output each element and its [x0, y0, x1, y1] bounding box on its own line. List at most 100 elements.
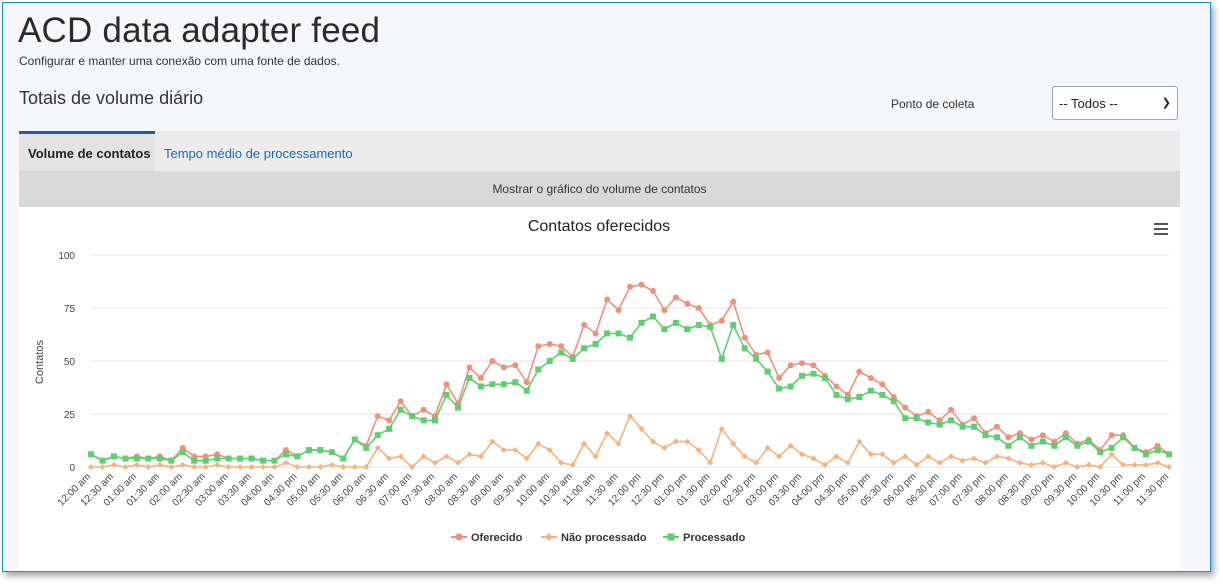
- hamburger-menu-icon[interactable]: [1154, 223, 1168, 235]
- data-point[interactable]: [649, 438, 656, 445]
- data-point[interactable]: [936, 459, 943, 466]
- data-point[interactable]: [844, 396, 851, 403]
- data-point[interactable]: [558, 459, 565, 466]
- data-point[interactable]: [1005, 442, 1012, 449]
- data-point[interactable]: [707, 459, 714, 466]
- data-point[interactable]: [317, 464, 324, 470]
- data-point[interactable]: [122, 455, 129, 462]
- data-point[interactable]: [432, 417, 439, 424]
- data-point[interactable]: [512, 362, 519, 369]
- data-point[interactable]: [523, 387, 530, 394]
- data-point[interactable]: [271, 457, 278, 464]
- data-point[interactable]: [535, 440, 542, 447]
- data-point[interactable]: [260, 464, 267, 470]
- data-point[interactable]: [867, 387, 874, 394]
- data-point[interactable]: [225, 464, 232, 470]
- data-point[interactable]: [776, 385, 783, 392]
- data-point[interactable]: [581, 321, 588, 328]
- data-point[interactable]: [925, 408, 932, 415]
- data-point[interactable]: [569, 355, 576, 362]
- data-point[interactable]: [1074, 464, 1081, 470]
- data-point[interactable]: [88, 451, 94, 458]
- data-point[interactable]: [443, 453, 450, 460]
- data-point[interactable]: [546, 341, 553, 348]
- data-point[interactable]: [615, 330, 622, 337]
- data-point[interactable]: [466, 374, 473, 381]
- data-point[interactable]: [581, 345, 588, 352]
- data-point[interactable]: [890, 459, 897, 466]
- data-point[interactable]: [535, 343, 542, 350]
- data-point[interactable]: [925, 453, 932, 460]
- data-point[interactable]: [248, 464, 255, 470]
- data-point[interactable]: [776, 453, 783, 460]
- data-point[interactable]: [833, 391, 840, 398]
- data-point[interactable]: [466, 451, 473, 458]
- data-point[interactable]: [879, 451, 886, 458]
- legend-item[interactable]: Oferecido: [451, 532, 523, 544]
- data-point[interactable]: [340, 464, 347, 470]
- data-point[interactable]: [420, 406, 427, 413]
- data-point[interactable]: [1016, 459, 1023, 466]
- data-point[interactable]: [718, 355, 725, 362]
- data-point[interactable]: [993, 453, 1000, 460]
- data-point[interactable]: [661, 307, 668, 314]
- data-point[interactable]: [638, 281, 645, 288]
- data-point[interactable]: [856, 438, 863, 445]
- data-point[interactable]: [546, 447, 553, 454]
- data-point[interactable]: [867, 451, 874, 458]
- data-point[interactable]: [397, 453, 404, 460]
- data-point[interactable]: [787, 383, 794, 390]
- data-point[interactable]: [856, 394, 863, 401]
- data-point[interactable]: [604, 330, 611, 337]
- data-point[interactable]: [810, 362, 817, 369]
- data-point[interactable]: [695, 305, 702, 311]
- data-point[interactable]: [661, 444, 668, 451]
- tab-volume-contatos[interactable]: Volume de contatos: [19, 131, 155, 171]
- data-point[interactable]: [432, 459, 439, 466]
- data-point[interactable]: [799, 360, 806, 367]
- data-point[interactable]: [627, 334, 633, 341]
- data-point[interactable]: [1028, 436, 1035, 443]
- data-point[interactable]: [351, 436, 358, 443]
- data-point[interactable]: [214, 455, 221, 462]
- data-point[interactable]: [271, 464, 278, 470]
- data-point[interactable]: [489, 381, 496, 388]
- data-point[interactable]: [638, 425, 645, 432]
- data-point[interactable]: [707, 324, 714, 331]
- data-point[interactable]: [649, 288, 656, 295]
- data-point[interactable]: [925, 419, 932, 426]
- data-point[interactable]: [546, 358, 553, 364]
- data-point[interactable]: [672, 294, 679, 301]
- data-point[interactable]: [1143, 451, 1150, 458]
- data-point[interactable]: [1097, 449, 1104, 456]
- data-point[interactable]: [1085, 438, 1092, 445]
- data-point[interactable]: [397, 398, 404, 405]
- data-point[interactable]: [477, 374, 484, 381]
- data-point[interactable]: [948, 417, 955, 424]
- data-point[interactable]: [179, 461, 186, 468]
- data-point[interactable]: [787, 442, 794, 449]
- data-point[interactable]: [1039, 438, 1046, 445]
- data-point[interactable]: [971, 423, 978, 430]
- data-point[interactable]: [741, 334, 748, 341]
- data-point[interactable]: [741, 345, 748, 352]
- data-point[interactable]: [1005, 455, 1012, 462]
- data-point[interactable]: [88, 464, 94, 470]
- data-point[interactable]: [890, 398, 897, 405]
- data-point[interactable]: [638, 319, 645, 326]
- data-point[interactable]: [145, 455, 152, 462]
- data-point[interactable]: [879, 381, 886, 388]
- data-point[interactable]: [294, 453, 301, 460]
- data-point[interactable]: [386, 417, 393, 424]
- data-point[interactable]: [305, 447, 312, 454]
- data-point[interactable]: [833, 453, 840, 460]
- data-point[interactable]: [1039, 459, 1046, 466]
- data-point[interactable]: [592, 330, 599, 337]
- data-point[interactable]: [237, 455, 244, 462]
- data-point[interactable]: [661, 326, 668, 333]
- data-point[interactable]: [1062, 434, 1069, 441]
- data-point[interactable]: [374, 413, 381, 420]
- data-point[interactable]: [99, 464, 106, 470]
- data-point[interactable]: [282, 451, 289, 458]
- data-point[interactable]: [1085, 461, 1092, 468]
